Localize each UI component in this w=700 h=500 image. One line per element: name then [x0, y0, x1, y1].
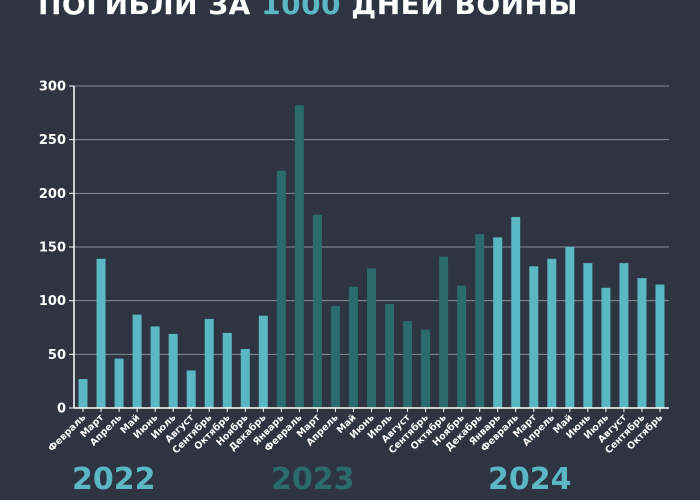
bar-2024-23	[493, 237, 503, 408]
bar-2024-28	[583, 263, 593, 408]
title-highlight: 1000	[261, 0, 342, 21]
bar-2022-3	[132, 314, 142, 408]
y-tick-label: 300	[39, 80, 66, 95]
bar-2023-13	[312, 214, 322, 408]
bar-2022-10	[258, 315, 268, 408]
bar-2023-19	[421, 329, 431, 408]
bar-2024-31	[637, 278, 647, 408]
bar-2023-17	[385, 303, 395, 408]
bar-2022-1	[96, 258, 106, 408]
chart-title: ПОГИБЛИ ЗА 1000 ДНЕЙ ВОЙНЫ	[38, 0, 578, 21]
bar-2023-20	[439, 256, 449, 408]
bar-2024-30	[619, 263, 629, 408]
bar-2023-22	[475, 234, 485, 408]
bar-2022-5	[168, 333, 178, 408]
bar-2023-18	[403, 321, 413, 408]
bar-2022-4	[150, 326, 160, 408]
bar-2024-32	[655, 284, 665, 408]
year-label-2024: 2024	[488, 462, 572, 497]
year-label-2023: 2023	[271, 462, 355, 497]
bar-2024-29	[601, 287, 611, 408]
bar-2023-14	[330, 306, 340, 408]
y-tick-label: 100	[39, 294, 66, 309]
bar-2024-24	[511, 216, 521, 408]
bar-2022-8	[222, 332, 232, 408]
bar-2024-27	[565, 247, 575, 408]
y-tick-label: 0	[57, 402, 66, 417]
y-tick-label: 50	[48, 348, 66, 363]
year-label-2022: 2022	[72, 462, 156, 497]
y-tick-label: 200	[39, 187, 66, 202]
bar-2022-2	[114, 358, 124, 408]
y-tick-label: 150	[39, 241, 66, 256]
bar-2022-0	[78, 379, 88, 408]
bar-2023-11	[276, 170, 286, 408]
y-tick-label: 250	[39, 133, 66, 148]
bar-2023-21	[457, 285, 467, 408]
bar-2022-7	[204, 318, 214, 408]
bar-2024-25	[529, 266, 539, 408]
bar-2024-26	[547, 258, 557, 408]
bar-2023-15	[348, 286, 358, 408]
bar-2023-16	[367, 268, 376, 408]
bar-2022-9	[240, 348, 250, 408]
bar-2022-6	[186, 370, 196, 408]
bar-2023-12	[294, 105, 304, 408]
